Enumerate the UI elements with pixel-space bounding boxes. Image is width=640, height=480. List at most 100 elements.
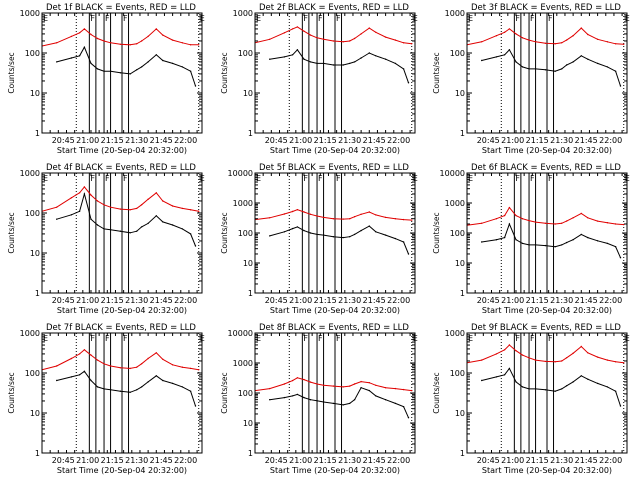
- events-data-point: [96, 224, 99, 226]
- marker-letter: F: [336, 174, 341, 183]
- events-data-point: [394, 402, 397, 405]
- lld-data-point: [614, 361, 617, 363]
- lld-data-point: [303, 30, 305, 32]
- y-tick-label: 10: [243, 89, 253, 98]
- lld-data-point: [129, 209, 131, 211]
- y-tick-label: 100: [238, 49, 253, 58]
- events-series-line: [481, 48, 621, 87]
- x-axis-label: Start Time (20-Sep-04 20:32:00): [270, 146, 400, 155]
- events-data-point: [309, 232, 312, 234]
- lld-data-point: [521, 218, 524, 220]
- events-data-point: [596, 240, 599, 242]
- x-tick-label: 21:15: [314, 456, 337, 465]
- x-tick-label: 22:00: [174, 296, 197, 305]
- lld-series-line: [42, 28, 199, 47]
- events-data-point: [322, 62, 325, 65]
- lld-data-point: [360, 380, 362, 383]
- events-data-point: [309, 61, 312, 63]
- lld-data-point: [495, 35, 498, 37]
- plot-title: Det 6f BLACK = Events, RED = LLD: [471, 163, 621, 173]
- lld-data-point: [544, 222, 547, 224]
- events-data-point: [303, 396, 305, 399]
- events-data-point: [103, 388, 105, 390]
- x-tick-label: 21:30: [338, 136, 361, 145]
- events-data-point: [565, 64, 568, 66]
- y-axis-label: Counts/sec: [7, 52, 16, 93]
- lld-data-point: [332, 385, 335, 387]
- y-tick-label: 10000: [440, 169, 465, 178]
- events-data-point: [162, 221, 164, 223]
- x-tick-label: 21:45: [575, 296, 598, 305]
- marker-letter: F: [303, 174, 308, 183]
- y-tick-label: 10000: [228, 329, 253, 338]
- events-data-point: [534, 388, 537, 390]
- events-data-point: [503, 374, 506, 376]
- lld-data-point: [147, 357, 149, 360]
- events-data-point: [316, 400, 318, 402]
- x-axis-label: Start Time (20-Sep-04 20:32:00): [57, 466, 187, 475]
- events-data-point: [194, 85, 197, 87]
- marker-letter: E: [468, 334, 473, 343]
- events-data-point: [534, 244, 537, 246]
- lld-data-point: [528, 219, 530, 222]
- events-data-point: [78, 55, 81, 57]
- lld-data-point: [155, 352, 157, 354]
- events-data-point: [342, 404, 344, 406]
- x-tick-label: 22:00: [387, 296, 410, 305]
- lld-data-point: [353, 383, 356, 385]
- y-tick-label: 100: [450, 369, 465, 378]
- lld-data-point: [140, 204, 143, 206]
- lld-data-point: [534, 221, 537, 223]
- lld-data-point: [596, 356, 599, 358]
- lld-data-point: [129, 44, 131, 46]
- events-data-point: [109, 229, 112, 231]
- events-data-point: [83, 370, 86, 372]
- lld-data-point: [580, 212, 582, 215]
- events-data-point: [291, 227, 294, 230]
- lld-data-point: [83, 186, 86, 188]
- events-data-point: [353, 399, 356, 401]
- lld-data-point: [109, 42, 112, 44]
- events-data-point: [384, 58, 387, 60]
- lld-data-point: [368, 382, 370, 384]
- lld-data-point: [96, 359, 99, 361]
- events-data-point: [181, 66, 184, 68]
- lld-data-point: [402, 42, 405, 44]
- events-data-point: [181, 386, 184, 388]
- events-data-point: [384, 399, 387, 401]
- lld-data-point: [155, 192, 157, 194]
- plot-frame: [41, 12, 203, 134]
- x-tick-label: 20:45: [477, 456, 500, 465]
- lld-data-point: [109, 365, 112, 367]
- lld-data-point: [515, 350, 517, 352]
- lld-data-point: [572, 35, 574, 37]
- lld-data-point: [349, 218, 351, 220]
- lld-data-point: [181, 207, 184, 210]
- events-data-point: [515, 239, 517, 241]
- lld-data-point: [332, 218, 335, 220]
- y-tick-label: 1: [248, 449, 253, 458]
- y-axis-label: Counts/sec: [432, 52, 441, 93]
- marker-letter: F: [105, 14, 110, 23]
- events-data-point: [291, 395, 294, 397]
- lld-data-point: [283, 383, 286, 385]
- events-data-point: [606, 386, 609, 388]
- events-data-point: [147, 222, 149, 225]
- marker-letter: E: [256, 14, 261, 23]
- events-data-point: [368, 225, 370, 227]
- marker-letter: E: [256, 174, 261, 183]
- lld-data-point: [596, 220, 599, 222]
- x-tick-label: 22:00: [599, 456, 622, 465]
- lld-data-point: [303, 211, 305, 213]
- events-data-point: [322, 401, 325, 403]
- lld-data-point: [495, 353, 498, 355]
- lld-data-point: [162, 200, 164, 202]
- x-tick-label: 21:45: [150, 136, 173, 145]
- plot-title: Det 7f BLACK = Events, RED = LLD: [46, 323, 196, 333]
- events-data-point: [332, 402, 335, 405]
- lld-data-point: [596, 38, 599, 40]
- y-axis-label: Counts/sec: [220, 212, 229, 253]
- events-data-point: [140, 226, 143, 228]
- lld-data-point: [291, 28, 294, 30]
